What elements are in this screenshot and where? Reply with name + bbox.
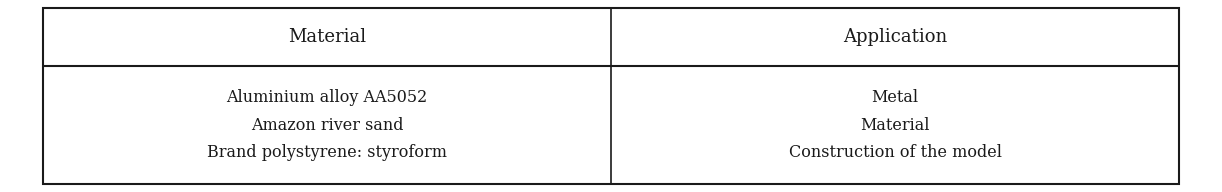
Text: Material: Material (288, 28, 365, 46)
Text: Aluminium alloy AA5052
Amazon river sand
Brand polystyrene: styroform: Aluminium alloy AA5052 Amazon river sand… (207, 89, 447, 161)
Text: Metal
Material
Construction of the model: Metal Material Construction of the model (788, 89, 1002, 161)
Text: Application: Application (843, 28, 947, 46)
